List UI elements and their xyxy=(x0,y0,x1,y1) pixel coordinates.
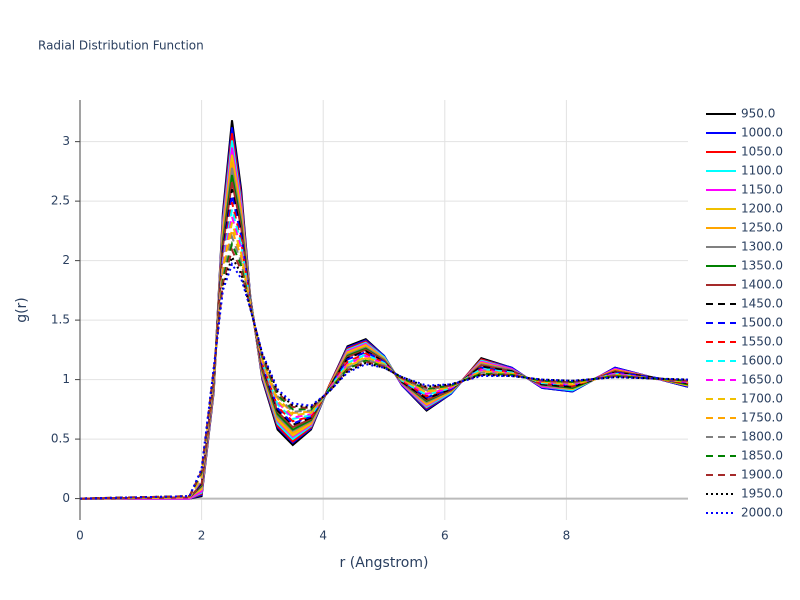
axes: 0 2 4 6 8 0 0.5 1 1.5 2 2.5 3 xyxy=(51,100,570,543)
y-tick-label: 0 xyxy=(62,491,70,505)
series-line xyxy=(79,233,689,500)
legend-label: 1450.0 xyxy=(741,297,783,311)
series-line xyxy=(79,216,689,500)
legend-label: 1500.0 xyxy=(741,316,783,330)
legend-label: 1100.0 xyxy=(741,164,783,178)
legend-label: 2000.0 xyxy=(741,506,783,520)
x-axis-title: r (Angstrom) xyxy=(340,555,429,571)
legend-label: 1650.0 xyxy=(741,373,783,387)
legend-label: 1550.0 xyxy=(741,335,783,349)
legend-label: 1200.0 xyxy=(741,202,783,216)
y-tick-label: 2.5 xyxy=(51,194,70,208)
x-tick-label: 2 xyxy=(198,529,206,543)
legend-label: 1350.0 xyxy=(741,259,783,273)
y-tick-label: 1.5 xyxy=(51,313,70,327)
legend-label: 1750.0 xyxy=(741,411,783,425)
legend-label: 950.0 xyxy=(741,107,775,121)
lines xyxy=(79,120,689,500)
legend-label: 1050.0 xyxy=(741,145,783,159)
y-tick-label: 0.5 xyxy=(51,432,70,446)
legend-label: 1900.0 xyxy=(741,468,783,482)
legend-label: 1250.0 xyxy=(741,221,783,235)
chart-title: Radial Distribution Function xyxy=(38,39,204,53)
legend: 950.0 1000.0 1050.0 1100.0 1150.0 1200.0 1250.… xyxy=(706,107,783,520)
y-axis-title: g(r) xyxy=(14,297,30,323)
series-line xyxy=(79,261,689,500)
legend-label: 1800.0 xyxy=(741,430,783,444)
x-tick-label: 0 xyxy=(76,529,84,543)
x-tick-label: 4 xyxy=(319,529,327,543)
legend-label: 1400.0 xyxy=(741,278,783,292)
y-tick-label: 1 xyxy=(62,372,70,386)
y-tick-label: 3 xyxy=(62,134,70,148)
legend-label: 1950.0 xyxy=(741,487,783,501)
legend-label: 1000.0 xyxy=(741,126,783,140)
x-tick-label: 6 xyxy=(441,529,449,543)
legend-label: 1300.0 xyxy=(741,240,783,254)
legend-label: 1150.0 xyxy=(741,183,783,197)
legend-label: 1700.0 xyxy=(741,392,783,406)
legend-label: 1600.0 xyxy=(741,354,783,368)
y-tick-label: 2 xyxy=(62,253,70,267)
legend-label: 1850.0 xyxy=(741,449,783,463)
x-tick-label: 8 xyxy=(563,529,571,543)
